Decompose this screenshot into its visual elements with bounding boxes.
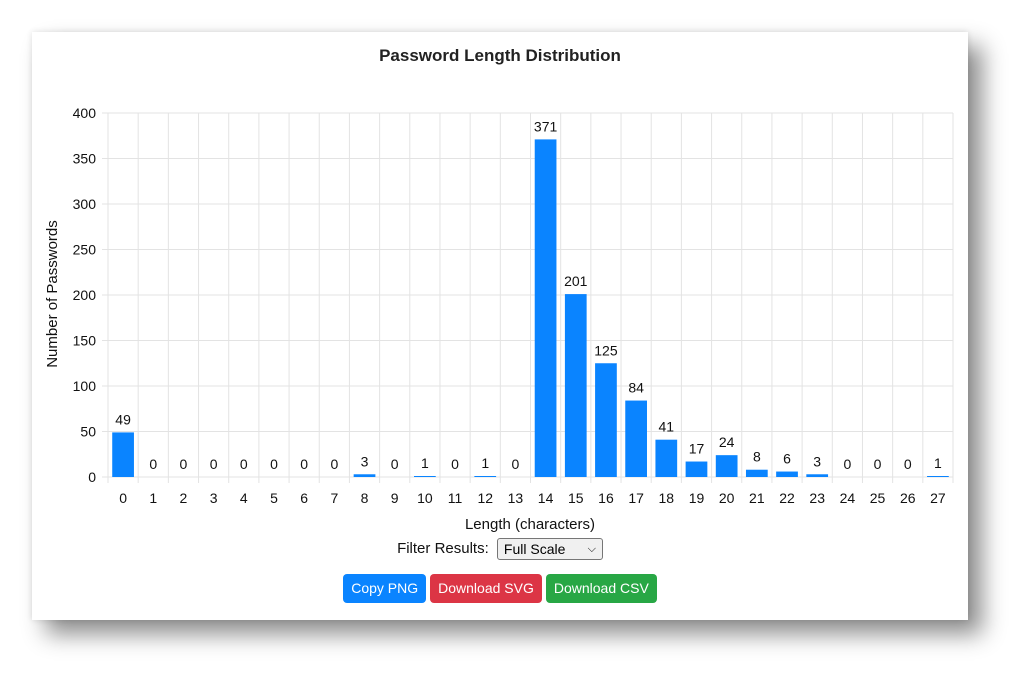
filter-selected-value: Full Scale bbox=[503, 541, 566, 557]
bar bbox=[414, 476, 436, 477]
x-tick-label: 19 bbox=[689, 490, 705, 506]
x-tick-label: 0 bbox=[119, 490, 127, 506]
bar-value-label: 0 bbox=[210, 456, 218, 472]
x-tick-label: 12 bbox=[477, 490, 493, 506]
bar-value-label: 3 bbox=[361, 453, 369, 469]
bar-value-label: 201 bbox=[564, 273, 588, 289]
bar-value-label: 0 bbox=[240, 456, 248, 472]
bar-value-label: 0 bbox=[270, 456, 278, 472]
bar-value-label: 6 bbox=[783, 451, 791, 467]
bar-value-label: 1 bbox=[421, 455, 429, 471]
bar-value-label: 371 bbox=[534, 118, 558, 134]
y-tick-label: 400 bbox=[73, 105, 97, 121]
y-axis-label: Number of Passwords bbox=[44, 220, 61, 368]
x-tick-label: 6 bbox=[300, 490, 308, 506]
download-csv-button[interactable]: Download CSV bbox=[545, 574, 657, 603]
x-tick-label: 25 bbox=[870, 490, 886, 506]
filter-label: Filter Results: bbox=[397, 539, 489, 557]
chart-grid bbox=[102, 112, 954, 483]
bar-value-label: 84 bbox=[628, 380, 644, 396]
y-axis-ticks: 0 50 100 150 200 250 300 350 400 bbox=[73, 105, 97, 485]
bar bbox=[595, 363, 617, 477]
bar bbox=[564, 294, 587, 477]
chevron-down-icon: ⌵ bbox=[587, 543, 596, 555]
bar bbox=[685, 461, 708, 477]
bar-value-label: 0 bbox=[180, 456, 188, 472]
bar-value-label: 0 bbox=[843, 456, 851, 472]
bar bbox=[806, 474, 829, 477]
x-tick-label: 4 bbox=[240, 490, 248, 506]
bar bbox=[655, 439, 678, 477]
x-tick-label: 9 bbox=[391, 490, 399, 506]
copy-png-button[interactable]: Copy PNG bbox=[343, 574, 427, 603]
y-tick-label: 300 bbox=[73, 196, 97, 212]
bar bbox=[534, 139, 557, 477]
x-tick-label: 7 bbox=[330, 490, 338, 506]
x-tick-label: 21 bbox=[749, 490, 765, 506]
y-tick-label: 200 bbox=[73, 287, 97, 303]
x-tick-label: 18 bbox=[659, 490, 675, 506]
bar-value-label: 0 bbox=[904, 456, 912, 472]
x-tick-label: 15 bbox=[568, 490, 584, 506]
y-tick-label: 250 bbox=[73, 242, 97, 258]
x-tick-label: 8 bbox=[361, 490, 369, 506]
bar bbox=[625, 400, 647, 477]
bar-value-label: 0 bbox=[391, 456, 399, 472]
chart-bars bbox=[112, 139, 949, 477]
bar-value-label: 0 bbox=[330, 456, 338, 472]
x-tick-label: 20 bbox=[719, 490, 735, 506]
chart-card: Password Length Distribution 49 0 0 0 0 0 0 0 3 0… bbox=[32, 32, 968, 620]
x-tick-label: 27 bbox=[930, 490, 946, 506]
x-tick-label: 22 bbox=[779, 490, 795, 506]
x-tick-label: 11 bbox=[448, 490, 463, 506]
y-tick-label: 350 bbox=[73, 151, 97, 167]
y-tick-label: 50 bbox=[80, 424, 96, 440]
bar-value-label: 0 bbox=[149, 456, 157, 472]
bar-value-label: 49 bbox=[115, 411, 131, 427]
y-tick-label: 0 bbox=[88, 469, 96, 485]
filter-row: Filter Results: Full Scale ⌵ bbox=[32, 538, 968, 560]
bar-value-label: 3 bbox=[813, 453, 821, 469]
bar-value-label: 1 bbox=[481, 455, 489, 471]
x-tick-label: 13 bbox=[508, 490, 524, 506]
y-tick-label: 100 bbox=[73, 378, 97, 394]
x-tick-label: 10 bbox=[417, 490, 433, 506]
bar bbox=[776, 471, 798, 477]
bar bbox=[353, 474, 376, 477]
bar-value-label: 24 bbox=[719, 434, 735, 450]
x-tick-label: 16 bbox=[598, 490, 614, 506]
chart-data-labels: 49 0 0 0 0 0 0 0 3 0 1 0 1 0 371 201 125 84 41 17 24 8 6 3 0 0 0 1 bbox=[115, 118, 942, 472]
x-tick-label: 14 bbox=[538, 490, 554, 506]
x-tick-label: 26 bbox=[900, 490, 916, 506]
bar bbox=[474, 476, 497, 477]
bar-value-label: 0 bbox=[512, 456, 520, 472]
bar-value-label: 125 bbox=[594, 342, 618, 358]
x-tick-label: 2 bbox=[180, 490, 188, 506]
bar-value-label: 1 bbox=[934, 455, 942, 471]
bar-value-label: 0 bbox=[874, 456, 882, 472]
bar-value-label: 0 bbox=[300, 456, 308, 472]
bar-value-label: 8 bbox=[753, 449, 761, 465]
x-tick-label: 17 bbox=[628, 490, 644, 506]
bar-value-label: 41 bbox=[659, 419, 675, 435]
bar-value-label: 0 bbox=[451, 456, 459, 472]
bar bbox=[112, 432, 134, 477]
x-tick-label: 5 bbox=[270, 490, 278, 506]
chart-title: Password Length Distribution bbox=[379, 46, 621, 65]
filter-select[interactable]: Full Scale ⌵ bbox=[496, 538, 603, 560]
bar-value-label: 17 bbox=[689, 441, 705, 457]
x-axis-label: Length (characters) bbox=[465, 516, 595, 533]
x-tick-label: 24 bbox=[840, 490, 856, 506]
x-tick-label: 1 bbox=[149, 490, 157, 506]
x-axis-ticks: 0 1 2 3 4 5 6 7 8 9 10 11 12 13 14 15 16 17 18 19 20 21 22 23 24… bbox=[119, 490, 946, 506]
x-tick-label: 23 bbox=[809, 490, 825, 506]
download-svg-button[interactable]: Download SVG bbox=[430, 574, 542, 603]
x-tick-label: 3 bbox=[210, 490, 218, 506]
bar bbox=[745, 469, 768, 477]
action-buttons: Copy PNG Download SVG Download CSV bbox=[32, 574, 968, 603]
bar bbox=[927, 476, 949, 477]
bar bbox=[715, 455, 738, 477]
y-tick-label: 150 bbox=[73, 333, 97, 349]
